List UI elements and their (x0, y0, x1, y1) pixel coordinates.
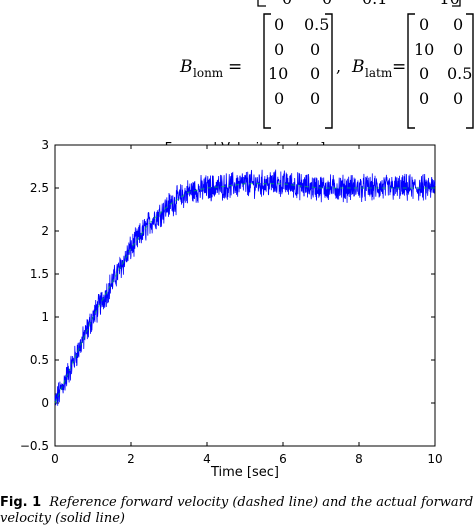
truncated-matrix-row: 0 0 0.1 −10 (257, 0, 461, 8)
m1-r2c2: 0 (310, 40, 320, 59)
x-tick-label: 6 (279, 452, 287, 466)
m2-r2c2: 0 (453, 40, 463, 59)
equation: 0 0 0.1 −10 B lonm = 0 0.5 0 0 10 0 0 0 … (179, 0, 474, 129)
caption-line-1: Reference forward velocity (dashed line)… (49, 495, 474, 510)
row-cell-3: 0.1 (362, 0, 387, 8)
x-axis-label: Time [sec] (210, 465, 279, 480)
row-cell-4: −10 (426, 0, 460, 8)
m1-r3c2: 0 (310, 64, 320, 83)
m2-r1c2: 0 (453, 15, 463, 34)
reference-velocity-line (54, 183, 435, 404)
m2-r2c1: 10 (414, 40, 434, 59)
y-tick-label: 1 (41, 310, 49, 324)
series-group (54, 169, 436, 406)
caption-label: Fig. 1 (0, 495, 42, 510)
y-tick-label: 2.5 (30, 181, 49, 195)
m1-r2c1: 0 (274, 40, 284, 59)
m1-r3c1: 10 (268, 64, 288, 83)
b-lonm-label: B lonm = (179, 57, 242, 80)
b-lonm-matrix: 0 0.5 0 0 10 0 0 0 , (263, 13, 341, 129)
b-lonm-subscript: lonm (193, 66, 224, 80)
b-latm-label: B latm = (351, 57, 406, 80)
m2-r3c1: 0 (419, 64, 429, 83)
y-tick-label: 0 (41, 396, 49, 410)
figure-caption: Fig. 1 Reference forward velocity (dashe… (0, 495, 474, 530)
row-cell-1: 0 (282, 0, 292, 8)
b-latm-symbol: B (351, 57, 365, 77)
b-latm-subscript: latm (365, 66, 393, 80)
x-tick-label: 2 (127, 452, 135, 466)
y-tick-label: −0.5 (20, 439, 49, 453)
axis-ticks: 0 2 4 6 8 10−0.500.511.522.53 (20, 140, 443, 466)
y-tick-label: 3 (41, 140, 49, 152)
matrix-separator: , (336, 57, 341, 76)
m1-r4c1: 0 (274, 89, 284, 108)
y-tick-label: 0.5 (30, 353, 49, 367)
y-tick-label: 2 (41, 224, 49, 238)
m2-r3c2: 0.5 (447, 64, 472, 83)
row-cell-2: 0 (322, 0, 332, 8)
m2-r1c1: 0 (419, 15, 429, 34)
x-tick-label: 8 (355, 452, 363, 466)
x-tick-label: 4 (203, 452, 211, 466)
m1-r1c2: 0.5 (304, 15, 329, 34)
velocity-chart: Forward Velocity [m/sec] 0246810−0.500.5… (20, 140, 443, 480)
caption-line-2: velocity (solid line) (0, 511, 125, 526)
m2-r4c1: 0 (419, 89, 429, 108)
svg-text:=: = (392, 57, 406, 77)
m1-r1c1: 0 (274, 15, 284, 34)
actual-velocity-line (54, 169, 436, 406)
m1-r4c2: 0 (310, 89, 320, 108)
b-lonm-symbol: B (179, 57, 193, 77)
y-tick-label: 1.5 (30, 267, 49, 281)
m2-r4c2: 0 (453, 89, 463, 108)
b-latm-matrix: 0 0 10 0 0 0.5 0 0 (407, 13, 474, 129)
x-tick-label: 0 (51, 452, 59, 466)
svg-text:=: = (228, 57, 242, 77)
x-tick-label: 10 (427, 452, 442, 466)
